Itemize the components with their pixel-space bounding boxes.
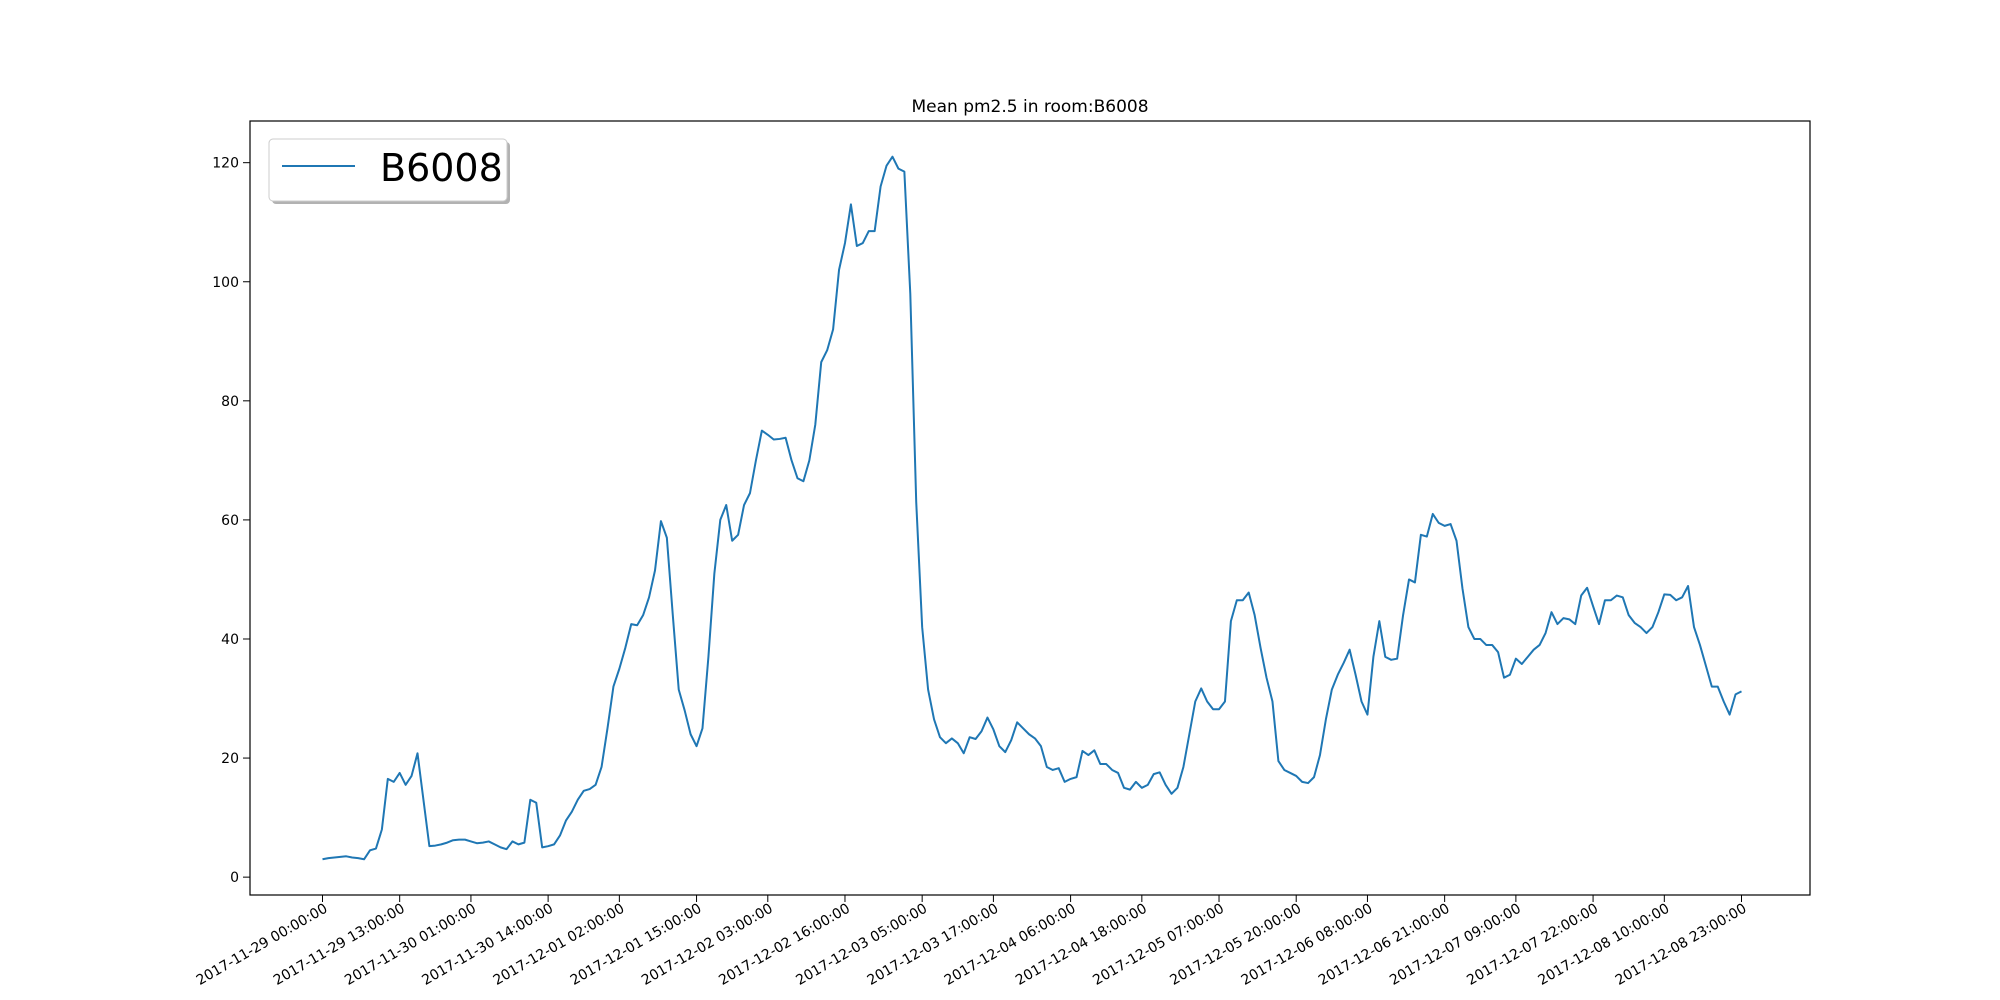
legend-box bbox=[268, 138, 508, 202]
series-layer bbox=[322, 155, 1742, 861]
chart-title: Mean pm2.5 in room:B6008 bbox=[911, 97, 1148, 117]
x-tick-label: 2017-11-30 14:00:00 bbox=[419, 901, 556, 989]
legend: B6008 bbox=[268, 138, 510, 204]
x-tick-label: 2017-12-03 17:00:00 bbox=[865, 901, 1002, 989]
y-tick-label: 60 bbox=[221, 513, 239, 529]
x-tick-label: 2017-12-06 21:00:00 bbox=[1316, 901, 1453, 989]
y-tick-label: 0 bbox=[230, 870, 239, 886]
legend-label: B6008 bbox=[380, 146, 503, 190]
y-tick-label: 80 bbox=[221, 394, 239, 410]
x-tick-label: 2017-12-06 08:00:00 bbox=[1239, 901, 1376, 989]
x-tick-label: 2017-12-04 18:00:00 bbox=[1013, 901, 1150, 989]
x-tick-label: 2017-12-07 22:00:00 bbox=[1464, 901, 1601, 989]
x-tick-label: 2017-12-08 23:00:00 bbox=[1613, 901, 1750, 989]
x-tick-label: 2017-12-07 09:00:00 bbox=[1387, 901, 1524, 989]
x-tick-label: 2017-12-01 02:00:00 bbox=[491, 901, 628, 989]
y-tick-label: 20 bbox=[221, 751, 239, 767]
y-tick-label: 40 bbox=[221, 632, 239, 648]
x-tick-label: 2017-11-29 00:00:00 bbox=[194, 901, 331, 989]
x-tick-label: 2017-12-08 10:00:00 bbox=[1536, 901, 1673, 989]
x-tick-label: 2017-12-02 16:00:00 bbox=[716, 901, 853, 989]
x-tick-label: 2017-11-30 01:00:00 bbox=[342, 901, 479, 989]
y-axis: 0 20 40 60 80 100 120 bbox=[212, 156, 250, 886]
x-tick-label: 2017-12-05 20:00:00 bbox=[1167, 901, 1304, 989]
plot-area-frame bbox=[249, 120, 1811, 896]
x-tick-label: 2017-12-01 15:00:00 bbox=[568, 901, 705, 989]
x-tick-label: 2017-12-04 06:00:00 bbox=[942, 901, 1079, 989]
x-tick-label: 2017-11-29 13:00:00 bbox=[271, 901, 408, 989]
x-tick-label: 2017-12-03 05:00:00 bbox=[793, 901, 930, 989]
series-line-b6008 bbox=[322, 155, 1742, 861]
y-tick-label: 120 bbox=[212, 156, 239, 172]
y-tick-label: 100 bbox=[212, 275, 239, 291]
x-tick-label: 2017-12-02 03:00:00 bbox=[639, 901, 776, 989]
x-tick-label: 2017-12-05 07:00:00 bbox=[1090, 901, 1227, 989]
